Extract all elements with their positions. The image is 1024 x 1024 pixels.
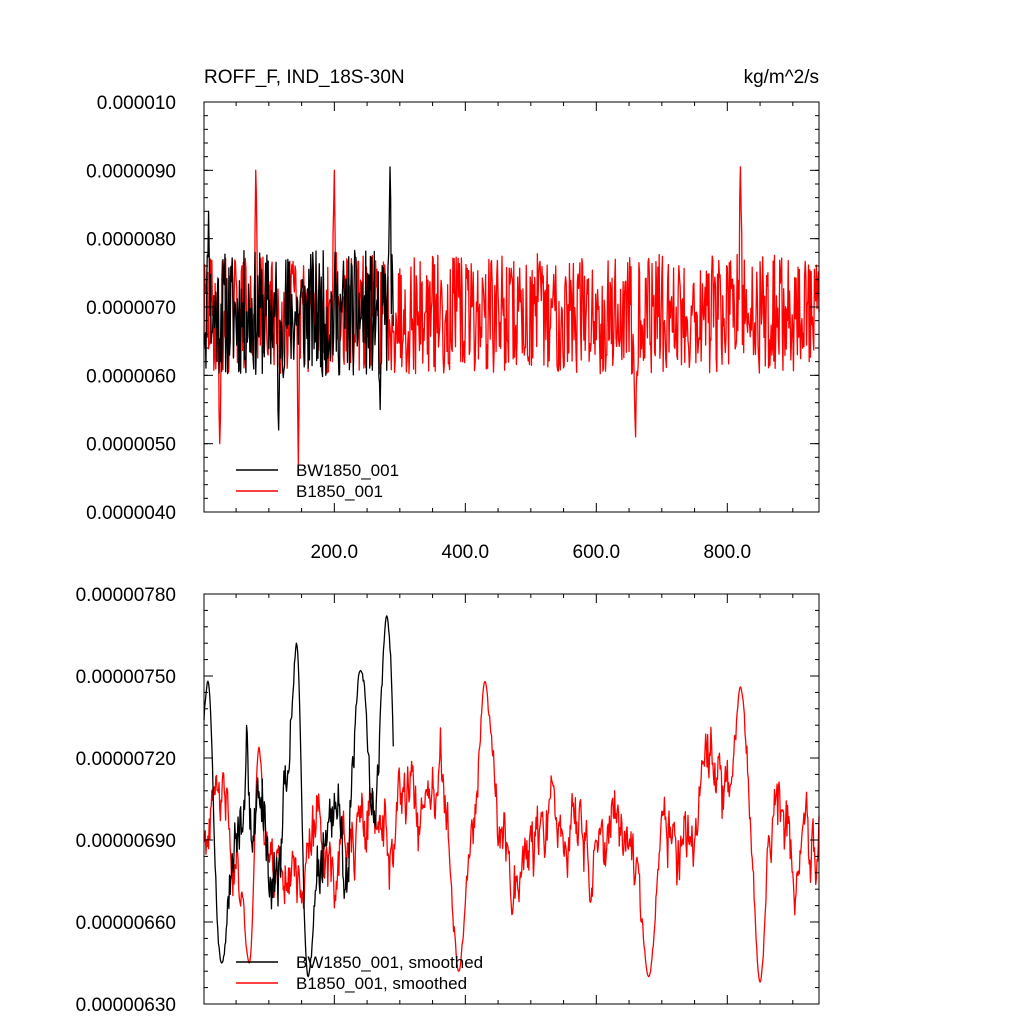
top-y-tick-label: 0.0000060 (86, 366, 176, 387)
bottom-y-tick-label: 0.00000750 (76, 667, 176, 688)
top-legend-label-b1850: B1850_001 (296, 482, 383, 501)
bottom-chart-series-group (203, 615, 820, 983)
top-x-tick-label: 400.0 (442, 542, 490, 563)
top-chart-units: kg/m^2/s (744, 67, 819, 88)
top-chart-legend: BW1850_001 B1850_001 (236, 461, 399, 501)
bottom-chart: 0.00000630 0.00000660 0.00000690 0.00000720… (76, 585, 820, 1016)
bottom-series-bw1850 (203, 615, 394, 978)
top-x-tick-label: 800.0 (704, 542, 752, 563)
bottom-legend-label-bw1850: BW1850_001, smoothed (296, 953, 483, 972)
top-chart-series-group (203, 166, 820, 465)
top-series-bw1850 (203, 166, 394, 431)
top-chart-title: ROFF_F, IND_18S-30N (204, 67, 405, 88)
top-y-tick-label: 0.0000050 (86, 435, 176, 456)
top-x-tick-label: 200.0 (311, 542, 359, 563)
bottom-chart-legend: BW1850_001, smoothed B1850_001, smoothed (236, 953, 483, 993)
top-legend-label-bw1850: BW1850_001 (296, 461, 399, 480)
top-y-tick-label: 0.0000070 (86, 298, 176, 319)
top-chart-ticks: 0.0000040 0.0000050 0.0000060 0.0000070 0.00… (86, 93, 819, 563)
top-y-tick-label: 0.0000040 (86, 503, 176, 524)
top-series-b1850 (203, 166, 820, 465)
bottom-y-tick-label: 0.00000630 (76, 995, 176, 1016)
bottom-y-tick-label: 0.00000780 (76, 585, 176, 606)
top-y-tick-label: 0.0000090 (86, 161, 176, 182)
bottom-y-tick-label: 0.00000720 (76, 749, 176, 770)
bottom-y-tick-label: 0.00000660 (76, 913, 176, 934)
bottom-series-b1850 (203, 680, 820, 983)
top-y-tick-label: 0.0000080 (86, 230, 176, 251)
bottom-chart-frame (203, 593, 820, 1005)
top-chart: 0.0000040 0.0000050 0.0000060 0.0000070 0.00… (86, 67, 820, 563)
top-x-tick-label: 600.0 (573, 542, 621, 563)
top-y-tick-label: 0.000010 (97, 93, 176, 114)
bottom-chart-ticks: 0.00000630 0.00000660 0.00000690 0.00000720… (76, 585, 819, 1016)
bottom-legend-label-b1850: B1850_001, smoothed (296, 974, 467, 993)
bottom-y-tick-label: 0.00000690 (76, 831, 176, 852)
